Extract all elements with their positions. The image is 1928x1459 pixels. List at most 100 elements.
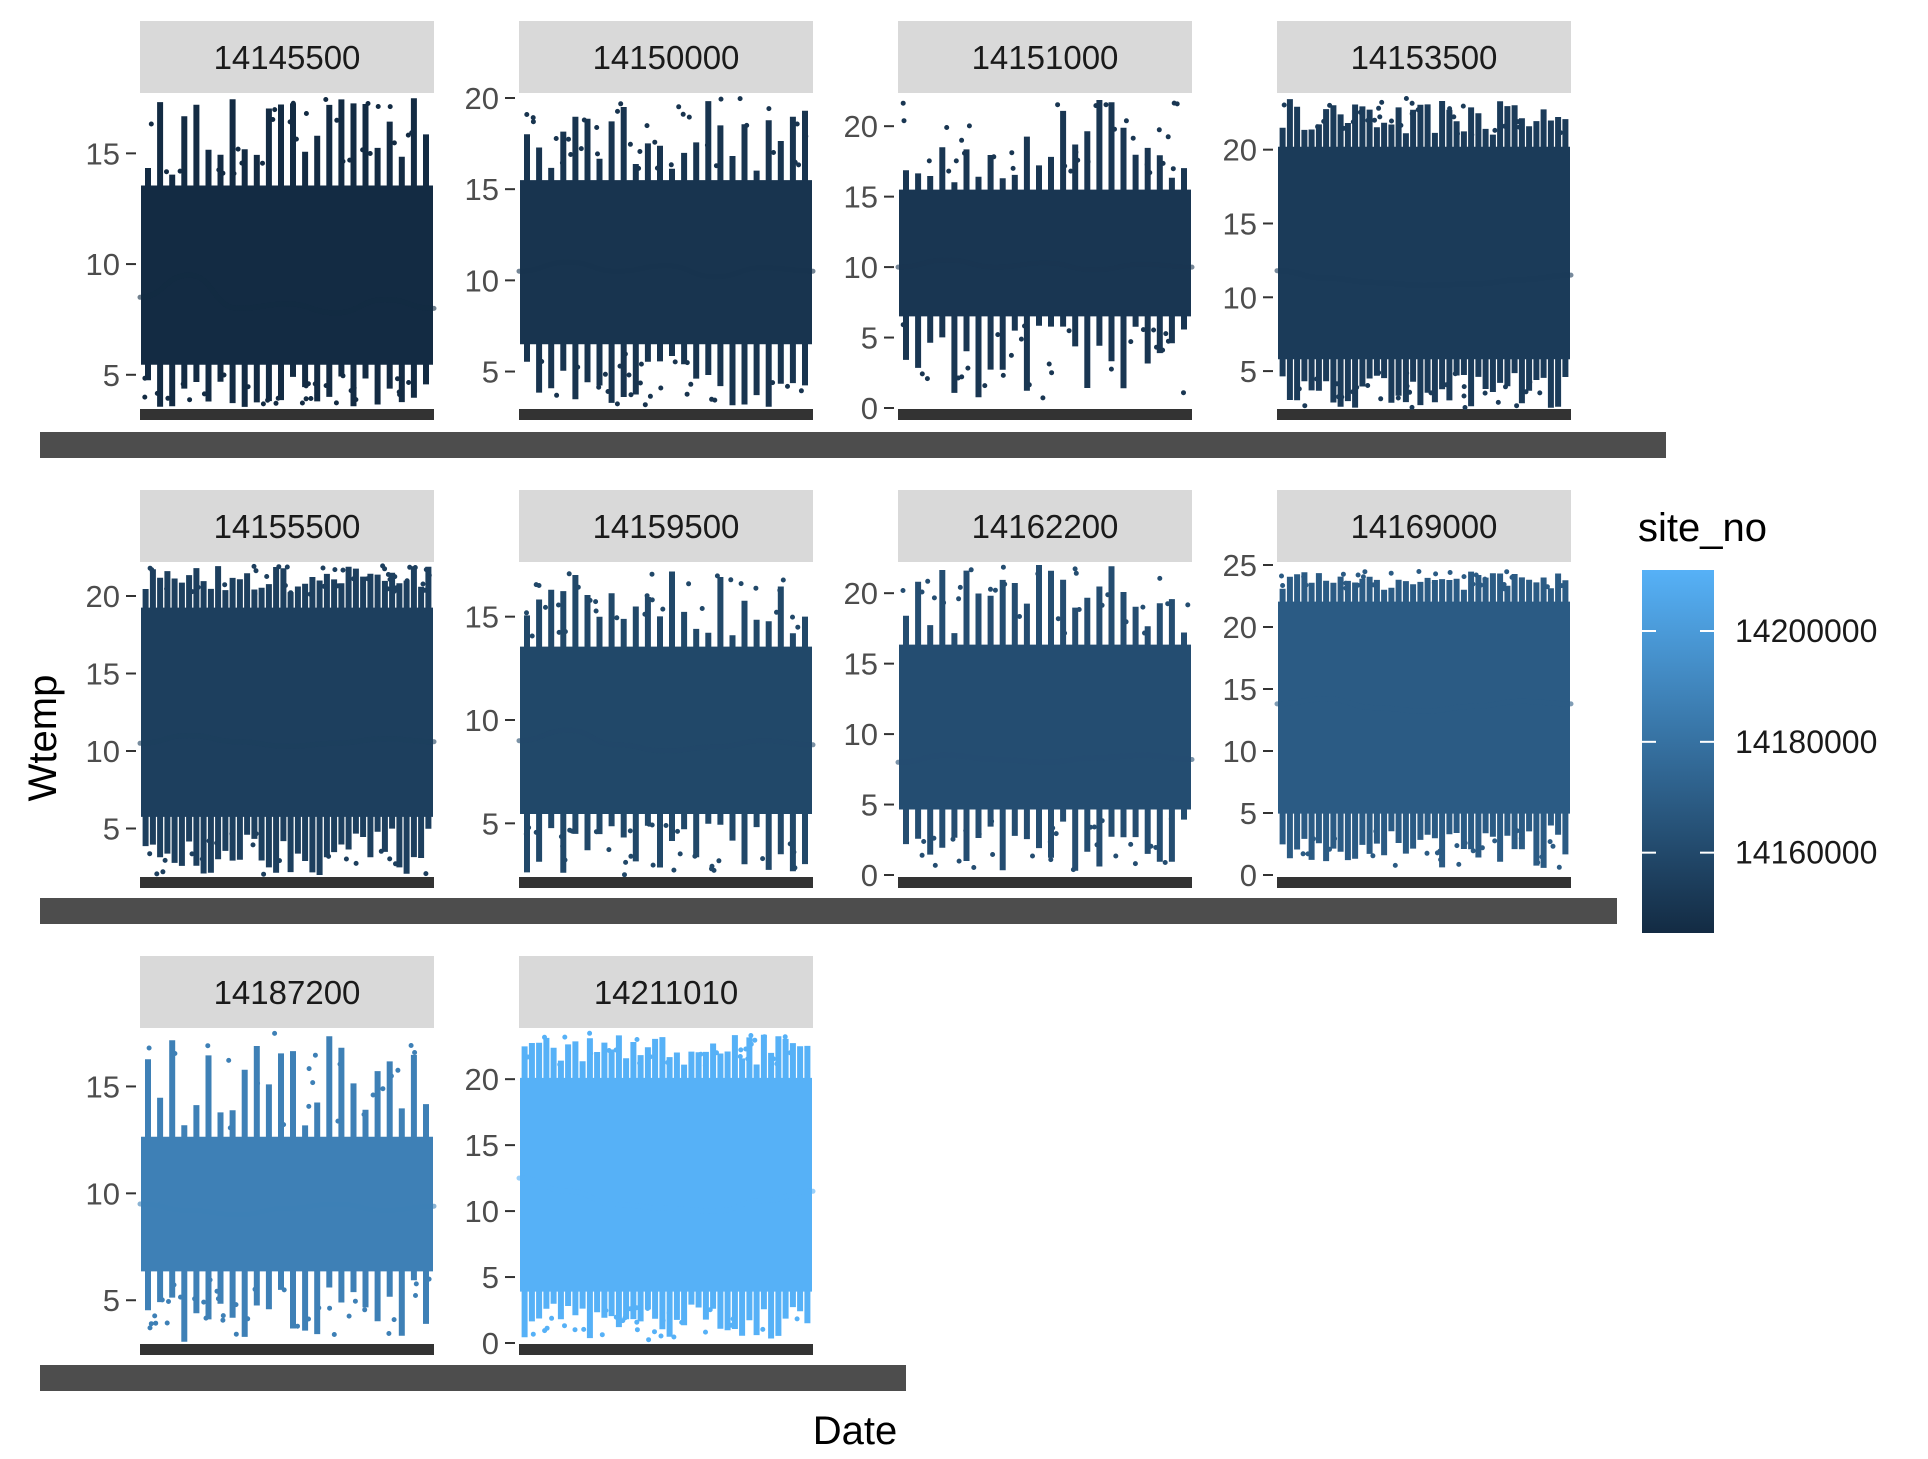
y-tick-label: 10 bbox=[86, 1176, 120, 1211]
facet-strip-label: 14169000 bbox=[1351, 508, 1498, 545]
facet-strip-label: 14211010 bbox=[594, 974, 738, 1011]
facet-strip-label: 14159500 bbox=[593, 508, 740, 545]
facet-strip bbox=[1277, 21, 1571, 93]
y-tick-label: 10 bbox=[465, 1194, 499, 1229]
y-tick-label: 10 bbox=[86, 734, 120, 769]
colorbar-ticks: 14160000 14180000 14200000 bbox=[1642, 613, 1877, 871]
smooth-line bbox=[516, 259, 816, 280]
y-tick-label: 10 bbox=[844, 250, 878, 285]
y-tick-label: 5 bbox=[861, 321, 878, 356]
y-tick-label: 5 bbox=[103, 1283, 120, 1318]
smooth-line bbox=[1274, 268, 1574, 289]
facet-panel-14187200: 14187200 5 10 15 bbox=[86, 956, 437, 1355]
facet-panel-14150000: 14150000 5 10 15 20 bbox=[465, 21, 816, 420]
legend: site_no 14160000 14180000 14200000 bbox=[1638, 506, 1877, 933]
y-tick-label: 0 bbox=[861, 391, 878, 426]
y-tick-label: 5 bbox=[482, 355, 499, 390]
colorbar-label: 14200000 bbox=[1735, 613, 1877, 649]
y-tick-label: 10 bbox=[465, 263, 499, 298]
smooth-line bbox=[137, 732, 437, 749]
data-points bbox=[899, 100, 1191, 398]
facet-strip-label: 14162200 bbox=[972, 508, 1119, 545]
data-points bbox=[899, 565, 1191, 871]
smooth-line bbox=[516, 727, 816, 754]
colorbar-label: 14160000 bbox=[1735, 835, 1877, 871]
x-axis-tick-labels-row-2 bbox=[40, 898, 1617, 924]
facet-panel-14155500: 14155500 5 10 15 20 bbox=[86, 490, 437, 888]
y-tick-label: 15 bbox=[86, 136, 120, 171]
x-axis-title: Date bbox=[813, 1409, 898, 1453]
data-points bbox=[520, 571, 812, 873]
facet-strip-label: 14151000 bbox=[972, 39, 1119, 76]
smooth-line bbox=[1274, 696, 1574, 714]
facet-strip bbox=[519, 956, 813, 1028]
facet-strip bbox=[140, 490, 434, 562]
y-tick-label: 20 bbox=[465, 81, 499, 116]
y-tick-label: 20 bbox=[465, 1062, 499, 1097]
y-tick-label: 5 bbox=[482, 1260, 499, 1295]
facet-panels: 14145500 5 10 15 14150000 5 10 15 20 14151000 0 5 10… bbox=[40, 21, 1666, 1391]
x-axis-tick-labels-row-1 bbox=[40, 432, 1666, 458]
y-tick-label: 5 bbox=[103, 812, 120, 847]
x-axis-ticks bbox=[519, 877, 813, 888]
data-points bbox=[520, 1034, 812, 1339]
y-tick-label: 15 bbox=[465, 600, 499, 635]
x-axis-ticks bbox=[898, 877, 1192, 888]
y-tick-label: 5 bbox=[103, 358, 120, 393]
data-points bbox=[141, 566, 433, 875]
x-axis-tick-labels-row-3 bbox=[40, 1365, 906, 1391]
facet-strip bbox=[519, 490, 813, 562]
facet-panel-14169000: 14169000 0 5 10 15 20 25 bbox=[1223, 490, 1574, 893]
facet-strip-label: 14153500 bbox=[1351, 39, 1498, 76]
y-tick-label: 15 bbox=[465, 172, 499, 207]
y-tick-label: 15 bbox=[86, 1069, 120, 1104]
x-axis-ticks bbox=[898, 409, 1192, 420]
facet-strip bbox=[1277, 490, 1571, 562]
y-tick-label: 5 bbox=[861, 788, 878, 823]
facet-strip-label: 14150000 bbox=[593, 39, 740, 76]
y-tick-label: 20 bbox=[1223, 610, 1257, 645]
y-tick-label: 5 bbox=[1240, 796, 1257, 831]
y-tick-label: 15 bbox=[1223, 672, 1257, 707]
legend-title: site_no bbox=[1638, 506, 1767, 550]
y-tick-label: 15 bbox=[1223, 206, 1257, 241]
colorbar-label: 14180000 bbox=[1735, 724, 1877, 760]
facet-strip bbox=[898, 490, 1192, 562]
data-points bbox=[1278, 571, 1570, 868]
facet-strip bbox=[140, 956, 434, 1028]
y-tick-label: 15 bbox=[844, 647, 878, 682]
y-tick-label: 0 bbox=[482, 1326, 499, 1361]
x-axis-ticks bbox=[140, 409, 434, 420]
y-tick-label: 15 bbox=[844, 180, 878, 215]
data-points bbox=[141, 98, 433, 407]
data-points bbox=[141, 1036, 433, 1342]
y-tick-label: 10 bbox=[86, 247, 120, 282]
y-tick-label: 0 bbox=[861, 858, 878, 893]
y-tick-label: 20 bbox=[86, 579, 120, 614]
facet-strip bbox=[140, 21, 434, 93]
data-points bbox=[520, 101, 812, 407]
facet-panel-14162200: 14162200 0 5 10 15 20 bbox=[844, 490, 1195, 893]
y-tick-label: 20 bbox=[1223, 133, 1257, 168]
y-tick-label: 20 bbox=[844, 576, 878, 611]
x-axis-ticks bbox=[1277, 409, 1571, 420]
smooth-line bbox=[516, 1175, 816, 1214]
colorbar bbox=[1642, 570, 1714, 933]
facet-panel-14159500: 14159500 5 10 15 bbox=[465, 490, 816, 888]
facet-strip-label: 14145500 bbox=[214, 39, 361, 76]
x-axis-ticks bbox=[519, 1344, 813, 1355]
outlier-points bbox=[900, 100, 1186, 401]
y-tick-label: 10 bbox=[1223, 280, 1257, 315]
facet-panel-14153500: 14153500 5 10 15 20 bbox=[1223, 21, 1574, 420]
y-tick-label: 10 bbox=[844, 717, 878, 752]
y-tick-label: 5 bbox=[1240, 354, 1257, 389]
y-tick-label: 10 bbox=[465, 703, 499, 738]
data-points bbox=[1278, 99, 1570, 408]
smooth-line bbox=[895, 257, 1195, 273]
y-tick-label: 15 bbox=[86, 657, 120, 692]
x-axis-ticks bbox=[140, 877, 434, 888]
facet-strip-label: 14155500 bbox=[214, 508, 361, 545]
facet-panel-14151000: 14151000 0 5 10 15 20 bbox=[844, 21, 1195, 426]
y-tick-label: 25 bbox=[1223, 548, 1257, 583]
